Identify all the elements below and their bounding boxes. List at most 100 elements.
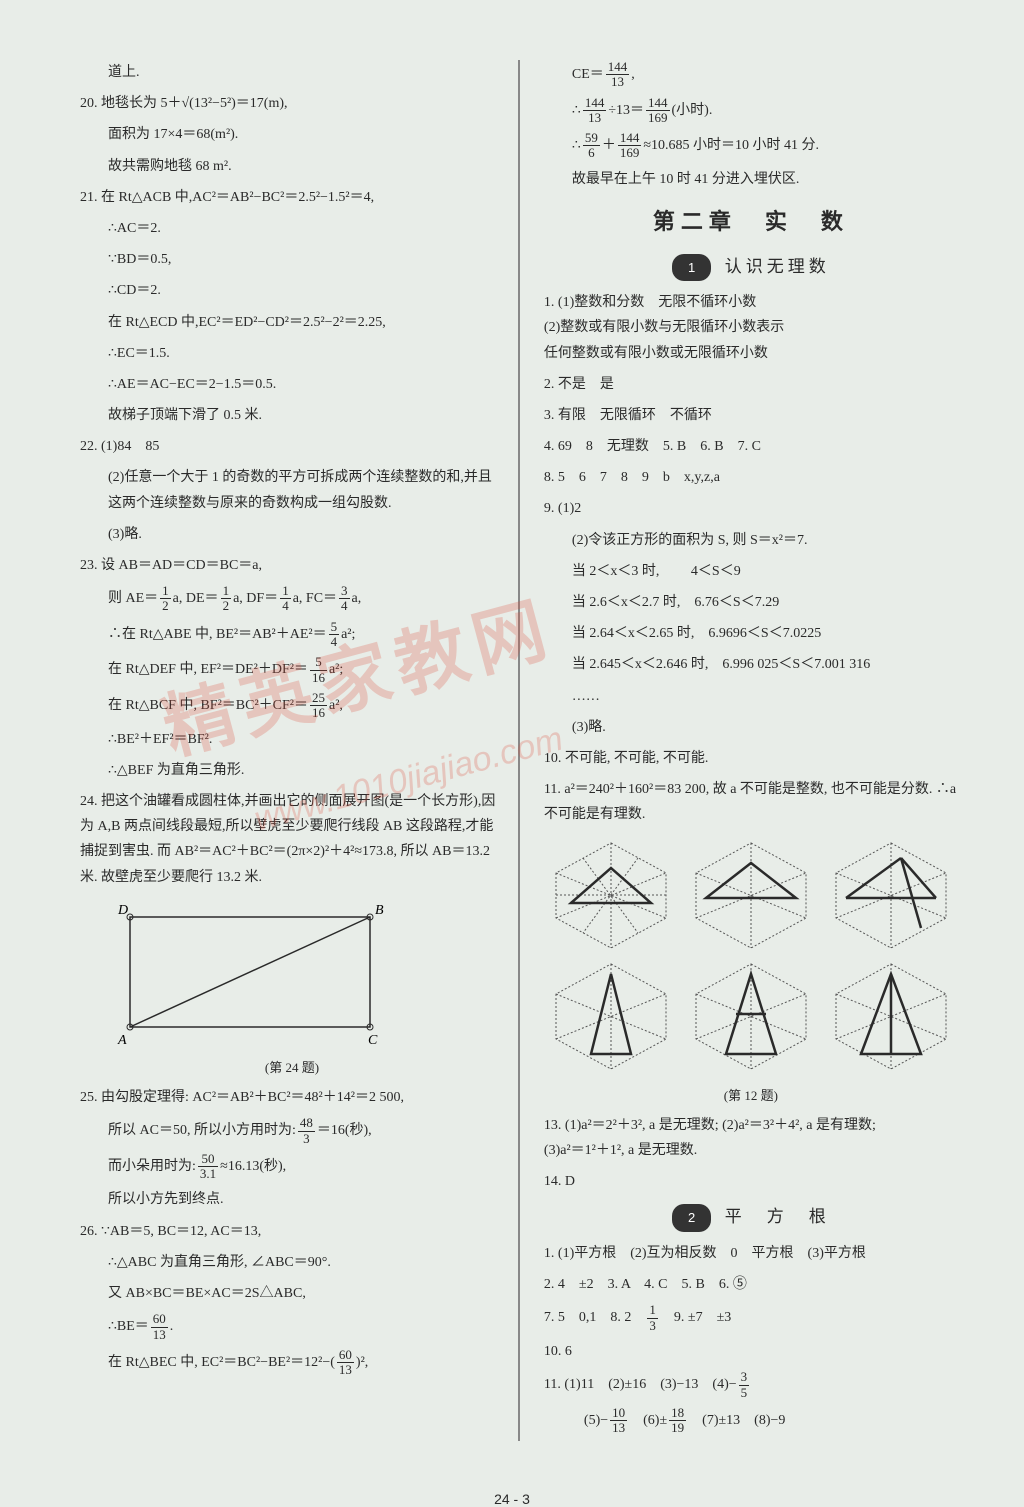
q23-line5: 在 Rt△BCF 中, BF²＝BC²＋CF²＝2516a², (80, 691, 504, 721)
s1-q9-8: (3)略. (544, 715, 958, 740)
text: 在 Rt△BEC 中, EC²＝BC²−BE²＝12²−( (108, 1355, 335, 1370)
text: a²; (329, 662, 343, 677)
q21-line2: ∴AC＝2. (80, 216, 504, 241)
text: ∴在 Rt△ABE 中, BE²＝AB²＋AE²＝ (108, 627, 327, 642)
q24-caption: (第 24 题) (80, 1056, 504, 1079)
fraction: 2516 (310, 691, 327, 721)
q25-line2: 所以 AC＝50, 所以小方用时为:483＝16(秒), (80, 1116, 504, 1146)
top-line4: 故最早在上午 10 时 41 分进入埋伏区. (544, 167, 958, 192)
s2-q11-2: (5)−1013 (6)±1819 (7)±13 (8)−9 (544, 1406, 958, 1436)
q12-caption: (第 12 题) (544, 1084, 958, 1107)
q26-line4: ∴BE＝6013. (80, 1312, 504, 1342)
q22-line3: (3)略. (80, 522, 504, 547)
right-column: CE＝14413, ∴14413÷13＝144169(小时). ∴596＋144… (524, 60, 958, 1441)
top-line3: ∴596＋144169≈10.685 小时＝10 小时 41 分. (544, 131, 958, 161)
q20-line2: 面积为 17×4＝68(m²). (80, 122, 504, 147)
text: 在 Rt△DEF 中, EF²＝DE²＋DF²＝ (108, 662, 308, 677)
q22-line2: (2)任意一个大于 1 的奇数的平方可拆成两个连续整数的和,并且这两个连续整数与… (80, 465, 504, 515)
text: (小时). (672, 103, 713, 118)
text: a, DE＝ (173, 591, 219, 606)
text: 而小朵用时为: (108, 1159, 196, 1174)
q21-line1: 21. 在 Rt△ACB 中,AC²＝AB²−BC²＝2.5²−1.5²＝4, (80, 185, 504, 210)
fraction: 35 (739, 1370, 750, 1400)
text: 在 Rt△BCF 中, BF²＝BC²＋CF²＝ (108, 698, 308, 713)
s1-q11: 11. a²＝240²＋160²＝83 200, 故 a 不可能是整数, 也不可… (544, 777, 958, 827)
q23-line2: 则 AE＝12a, DE＝12a, DF＝14a, FC＝34a, (80, 584, 504, 614)
q23-line4: 在 Rt△DEF 中, EF²＝DE²＋DF²＝516a²; (80, 655, 504, 685)
s2-q1: 1. (1)平方根 (2)互为相反数 0 平方根 (3)平方根 (544, 1241, 958, 1266)
document-page: 道上. 20. 地毯长为 5＋√(13²−5²)＝17(m), 面积为 17×4… (0, 0, 1024, 1471)
s1-q10: 10. 不可能, 不可能, 不可能. (544, 746, 958, 771)
q21-line7: ∴AE＝AC−EC＝2−1.5＝0.5. (80, 372, 504, 397)
s1-q2: 2. 不是 是 (544, 372, 958, 397)
section-badge-2: 2 (672, 1204, 711, 1231)
fraction: 12 (221, 584, 232, 614)
text: a, (352, 591, 362, 606)
text: , (631, 67, 635, 82)
label-C: C (368, 1033, 378, 1048)
s2-q2-6: 2. 4 ±2 3. A 4. C 5. B 6. ⑤ (544, 1272, 958, 1297)
text: 则 AE＝ (108, 591, 158, 606)
fraction: 14413 (606, 60, 630, 90)
rectangle-diagram: D B A C (110, 902, 390, 1052)
fraction: 13 (647, 1303, 658, 1333)
text: a, FC＝ (293, 591, 337, 606)
left-column: 道上. 20. 地毯长为 5＋√(13²−5²)＝17(m), 面积为 17×4… (80, 60, 514, 1441)
text: ＝16(秒), (317, 1123, 372, 1138)
q26-line3: 又 AB×BC＝BE×AC＝2S△ABC, (80, 1281, 504, 1306)
fraction: 483 (298, 1116, 315, 1146)
s1-q9-3: 当 2＜x＜3 时, 4＜S＜9 (544, 559, 958, 584)
section-badge-1: 1 (672, 254, 711, 281)
s2-q10: 10. 6 (544, 1339, 958, 1364)
fraction: 34 (339, 584, 350, 614)
q24-diagram: D B A C (110, 902, 504, 1052)
fraction: 54 (329, 620, 340, 650)
s1-q3: 3. 有限 无限循环 不循环 (544, 403, 958, 428)
hexagon-1 (546, 838, 676, 953)
text: CE＝ (572, 67, 604, 82)
column-divider (518, 60, 520, 1441)
text: . (170, 1319, 174, 1334)
label-A: A (117, 1033, 127, 1048)
q21-line5: 在 Rt△ECD 中,EC²＝ED²−CD²＝2.5²−2²＝2.25, (80, 310, 504, 335)
fraction: 144169 (618, 131, 642, 161)
text: 所以 AC＝50, 所以小方用时为: (108, 1123, 296, 1138)
section-title-2: 平 方 根 (725, 1202, 830, 1233)
q21-line4: ∴CD＝2. (80, 278, 504, 303)
top-line2: ∴14413÷13＝144169(小时). (544, 96, 958, 126)
fraction: 503.1 (198, 1152, 218, 1182)
text: (5)− (584, 1413, 608, 1428)
s1-q9-4: 当 2.6＜x＜2.7 时, 6.76＜S＜7.29 (544, 590, 958, 615)
s1-q4: 4. 69 8 无理数 5. B 6. B 7. C (544, 434, 958, 459)
fraction: 14 (280, 584, 291, 614)
s1-q9-2: (2)令该正方形的面积为 S, 则 S＝x²＝7. (544, 528, 958, 553)
fraction: 516 (310, 655, 327, 685)
q20-line3: 故共需购地毯 68 m². (80, 154, 504, 179)
text: (6)± (629, 1413, 667, 1428)
q21-line6: ∴EC＝1.5. (80, 341, 504, 366)
fraction: 6013 (337, 1348, 354, 1378)
text: (7)±13 (8)−9 (688, 1413, 785, 1428)
text: ÷13＝ (608, 103, 644, 118)
q26-line5: 在 Rt△BEC 中, EC²＝BC²−BE²＝12²−(6013)², (80, 1348, 504, 1378)
q20-line1: 20. 地毯长为 5＋√(13²−5²)＝17(m), (80, 91, 504, 116)
hexagon-4 (546, 959, 676, 1074)
q26-line2: ∴△ABC 为直角三角形, ∠ABC＝90°. (80, 1250, 504, 1275)
text: ≈16.13(秒), (220, 1159, 286, 1174)
fraction: 596 (583, 131, 600, 161)
label-B: B (375, 903, 384, 918)
q23-line7: ∴△BEF 为直角三角形. (80, 758, 504, 783)
fraction: 6013 (151, 1312, 168, 1342)
text: ∴ (572, 138, 581, 153)
section-1-header: 1 认识无理数 (544, 252, 958, 283)
section-2-header: 2 平 方 根 (544, 1202, 958, 1233)
s2-q7-9: 7. 5 0,1 8. 2 13 9. ±7 ±3 (544, 1303, 958, 1333)
s1-q8: 8. 5 6 7 8 9 b x,y,z,a (544, 465, 958, 490)
s1-q1: 1. (1)整数和分数 无限不循环小数 (2)整数或有限小数与无限循环小数表示 … (544, 290, 958, 366)
q21-line3: ∵BD＝0.5, (80, 247, 504, 272)
page-number: 24 - 3 (0, 1491, 1024, 1507)
q26-line1: 26. ∵AB＝5, BC＝12, AC＝13, (80, 1219, 504, 1244)
s2-q11-1: 11. (1)11 (2)±16 (3)−13 (4)−35 (544, 1370, 958, 1400)
text: a, DF＝ (233, 591, 278, 606)
q19-tail: 道上. (80, 60, 504, 85)
